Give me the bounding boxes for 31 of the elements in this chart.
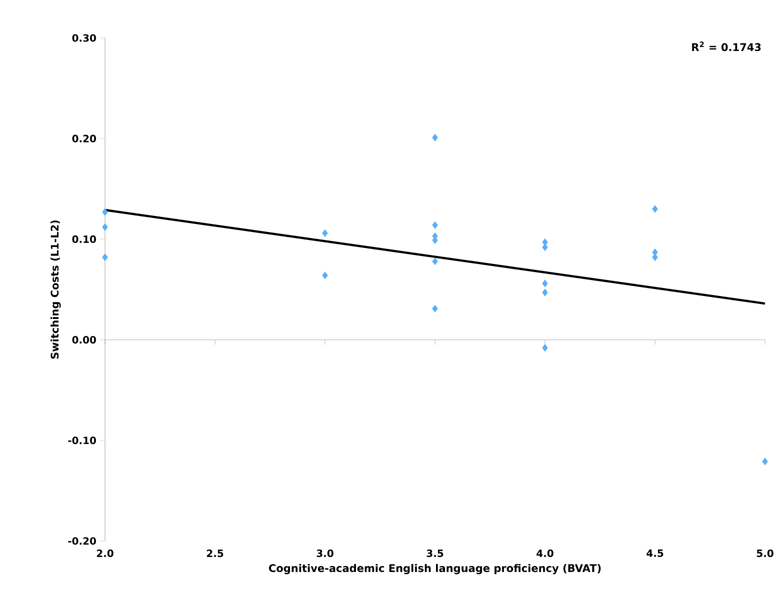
point [432, 221, 438, 229]
y-tick-label: 0.30 [72, 34, 96, 42]
x-tick-label: 4.0 [536, 550, 554, 558]
x-tick-label: 5.0 [756, 550, 774, 558]
y-tick-label: 0.20 [72, 134, 96, 142]
point [542, 288, 548, 296]
x-tick-label: 2.0 [96, 550, 114, 558]
point [432, 258, 438, 266]
point [542, 280, 548, 288]
point [652, 254, 658, 262]
y-tick-label: -0.10 [68, 436, 96, 444]
x-tick-label: 4.5 [646, 550, 664, 557]
point [322, 272, 328, 280]
annotation: R$^{2}$ = 0.1743 [692, 42, 761, 52]
y-tick-label: -0.20 [68, 537, 96, 545]
point [102, 223, 108, 231]
point [542, 344, 548, 352]
x-axis-title: Cognitive-academic English language proficiency (BVAT) [268, 564, 601, 574]
y-tick-label: 0.00 [72, 336, 96, 344]
y-axis-title: Switching Costs (L1-L2) [50, 220, 61, 359]
point [762, 458, 768, 466]
point [432, 304, 438, 312]
x-tick-label: 3.5 [426, 550, 444, 558]
point [432, 134, 438, 142]
x-tick-label: 3.0 [316, 550, 334, 558]
point [102, 208, 108, 216]
x-tick-label: 2.5 [206, 550, 224, 558]
point [102, 254, 108, 262]
point [652, 205, 658, 213]
point [322, 229, 328, 237]
y-tick-label: 0.10 [72, 235, 96, 243]
